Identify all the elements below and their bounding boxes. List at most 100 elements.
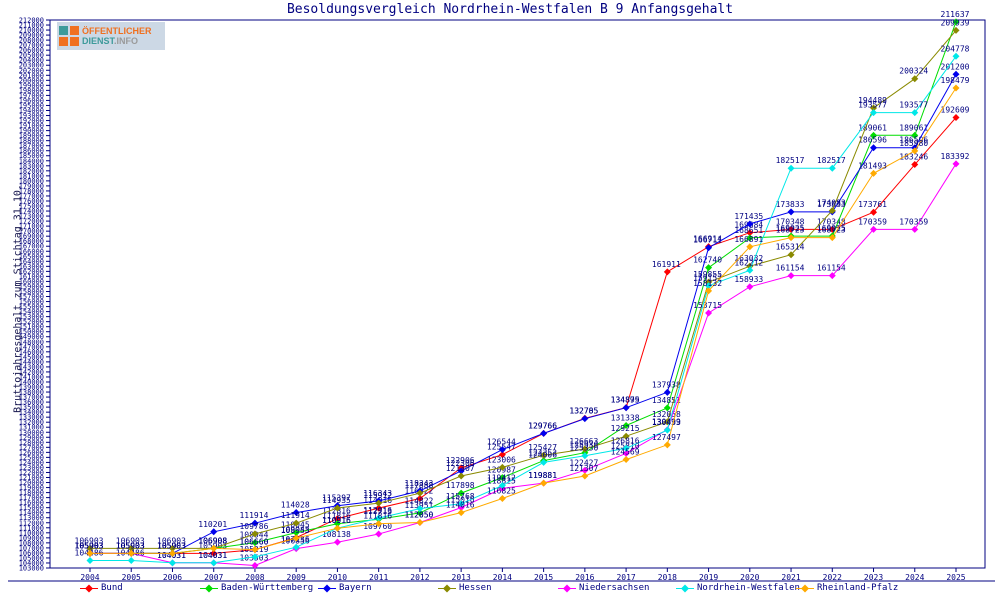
point-label-bayern: 171435 — [734, 212, 763, 221]
y-tick-label: 174000 — [19, 208, 44, 216]
point-label-rheinland-pfalz: 124569 — [611, 448, 640, 457]
point-label-niedersachsen: 115016 — [446, 496, 475, 505]
data-point-rheinland-pfalz — [581, 472, 589, 480]
data-point-bayern — [251, 519, 259, 527]
data-point-bayern — [498, 446, 506, 454]
y-tick-label: 168000 — [19, 238, 44, 246]
point-label-rheinland-pfalz: 119881 — [528, 471, 557, 480]
y-tick-label: 201000 — [19, 72, 44, 80]
legend-item-baden-w-rttemberg: Baden-Württemberg — [200, 583, 313, 593]
data-point-nordrhein-westfalen — [746, 266, 754, 274]
logo-brand: DIENST — [82, 36, 115, 46]
y-tick-label: 135000 — [19, 404, 44, 412]
y-tick-label: 137000 — [19, 394, 44, 402]
y-tick-label: 212000 — [19, 17, 44, 25]
point-label-niedersachsen: 119881 — [528, 471, 557, 480]
point-label-nordrhein-westfalen: 112916 — [363, 506, 392, 515]
point-label-baden-w-rttemberg: 169025 — [776, 224, 805, 233]
y-tick-label: 125000 — [19, 454, 44, 462]
point-label-hessen: 121307 — [446, 464, 475, 473]
x-tick-label: 2025 — [946, 573, 965, 582]
x-tick-label: 2008 — [245, 573, 264, 582]
y-tick-label: 130000 — [19, 429, 44, 437]
y-tick-label: 169000 — [19, 233, 44, 241]
y-tick-label: 177000 — [19, 192, 44, 200]
point-label-baden-w-rttemberg: 134851 — [652, 396, 681, 405]
y-tick-label: 116000 — [19, 499, 44, 507]
x-tick-label: 2015 — [534, 573, 553, 582]
y-tick-label: 163000 — [19, 263, 44, 271]
x-tick-label: 2018 — [658, 573, 677, 582]
point-label-bund: 173761 — [858, 200, 887, 209]
y-tick-label: 172000 — [19, 218, 44, 226]
y-tick-label: 104000 — [19, 559, 44, 567]
y-tick-label: 157000 — [19, 293, 44, 301]
point-label-hessen: 163032 — [734, 254, 763, 263]
data-point-bund — [952, 113, 960, 121]
point-label-bund: 134899 — [611, 396, 640, 405]
y-tick-label: 204000 — [19, 57, 44, 65]
x-tick-label: 2017 — [616, 573, 635, 582]
data-point-niedersachsen — [622, 449, 630, 457]
x-tick-label: 2021 — [781, 573, 800, 582]
data-point-niedersachsen — [911, 225, 919, 233]
y-tick-label: 187000 — [19, 142, 44, 150]
point-label-nordrhein-westfalen: 119412 — [487, 473, 516, 482]
y-tick-label: 158000 — [19, 288, 44, 296]
y-tick-label: 180000 — [19, 177, 44, 185]
y-tick-label: 186000 — [19, 147, 44, 155]
point-label-bayern: 173833 — [817, 200, 846, 209]
x-tick-label: 2012 — [410, 573, 429, 582]
chart-legend: Bund Baden-Württemberg Bayern Hessen Nie… — [0, 583, 1000, 600]
legend-marker-bund — [80, 584, 98, 592]
legend-label-bayern: Bayern — [339, 583, 372, 593]
y-tick-label: 123000 — [19, 464, 44, 472]
point-label-bayern: 201200 — [941, 62, 970, 71]
y-tick-label: 105000 — [19, 554, 44, 562]
y-tick-label: 114000 — [19, 509, 44, 517]
point-label-baden-w-rttemberg: 189061 — [858, 123, 887, 132]
data-point-hessen — [622, 432, 630, 440]
point-label-bayern: 122306 — [446, 459, 475, 468]
point-label-baden-w-rttemberg: 169025 — [817, 224, 846, 233]
point-label-rheinland-pfalz: 116825 — [487, 486, 516, 495]
data-point-rheinland-pfalz — [375, 520, 383, 528]
point-label-hessen: 159855 — [693, 270, 722, 279]
point-label-hessen: 111914 — [281, 511, 310, 520]
data-point-niedersachsen — [251, 561, 259, 569]
data-point-hessen — [127, 544, 135, 552]
data-point-baden-w-rttemberg — [333, 520, 341, 528]
point-label-nordrhein-westfalen: 130433 — [652, 418, 681, 427]
data-point-niedersachsen — [457, 504, 465, 512]
data-point-bayern — [705, 244, 713, 252]
y-tick-label: 155000 — [19, 303, 44, 311]
point-label-bund: 129766 — [528, 421, 557, 430]
point-label-rheinland-pfalz: 158132 — [693, 279, 722, 288]
y-tick-label: 171000 — [19, 223, 44, 231]
data-point-baden-w-rttemberg — [911, 131, 919, 139]
point-label-nordrhein-westfalen: 193577 — [858, 101, 887, 110]
y-tick-label: 182000 — [19, 167, 44, 175]
legend-marker-nordrhein-westfalen — [676, 584, 694, 592]
point-label-rheinland-pfalz: 166891 — [734, 235, 763, 244]
point-label-baden-w-rttemberg: 112713 — [363, 507, 392, 516]
y-tick-label: 115000 — [19, 504, 44, 512]
data-point-rheinland-pfalz — [292, 534, 300, 542]
y-tick-label: 139000 — [19, 384, 44, 392]
logo-squares-icon — [59, 26, 79, 46]
y-tick-label: 132000 — [19, 419, 44, 427]
y-tick-label: 153000 — [19, 313, 44, 321]
data-point-niedersachsen — [746, 283, 754, 291]
y-tick-label: 111000 — [19, 524, 44, 532]
y-tick-label: 203000 — [19, 62, 44, 70]
point-label-baden-w-rttemberg: 106908 — [198, 536, 227, 545]
point-label-niedersachsen: 161154 — [817, 264, 846, 273]
point-label-niedersachsen: 161154 — [776, 264, 805, 273]
point-label-niedersachsen: 183392 — [941, 152, 970, 161]
y-tick-label: 149000 — [19, 333, 44, 341]
y-tick-label: 207000 — [19, 42, 44, 50]
y-tick-label: 208000 — [19, 37, 44, 45]
point-label-baden-w-rttemberg: 131338 — [611, 414, 640, 423]
data-point-baden-w-rttemberg — [416, 509, 424, 517]
data-point-niedersachsen — [333, 538, 341, 546]
